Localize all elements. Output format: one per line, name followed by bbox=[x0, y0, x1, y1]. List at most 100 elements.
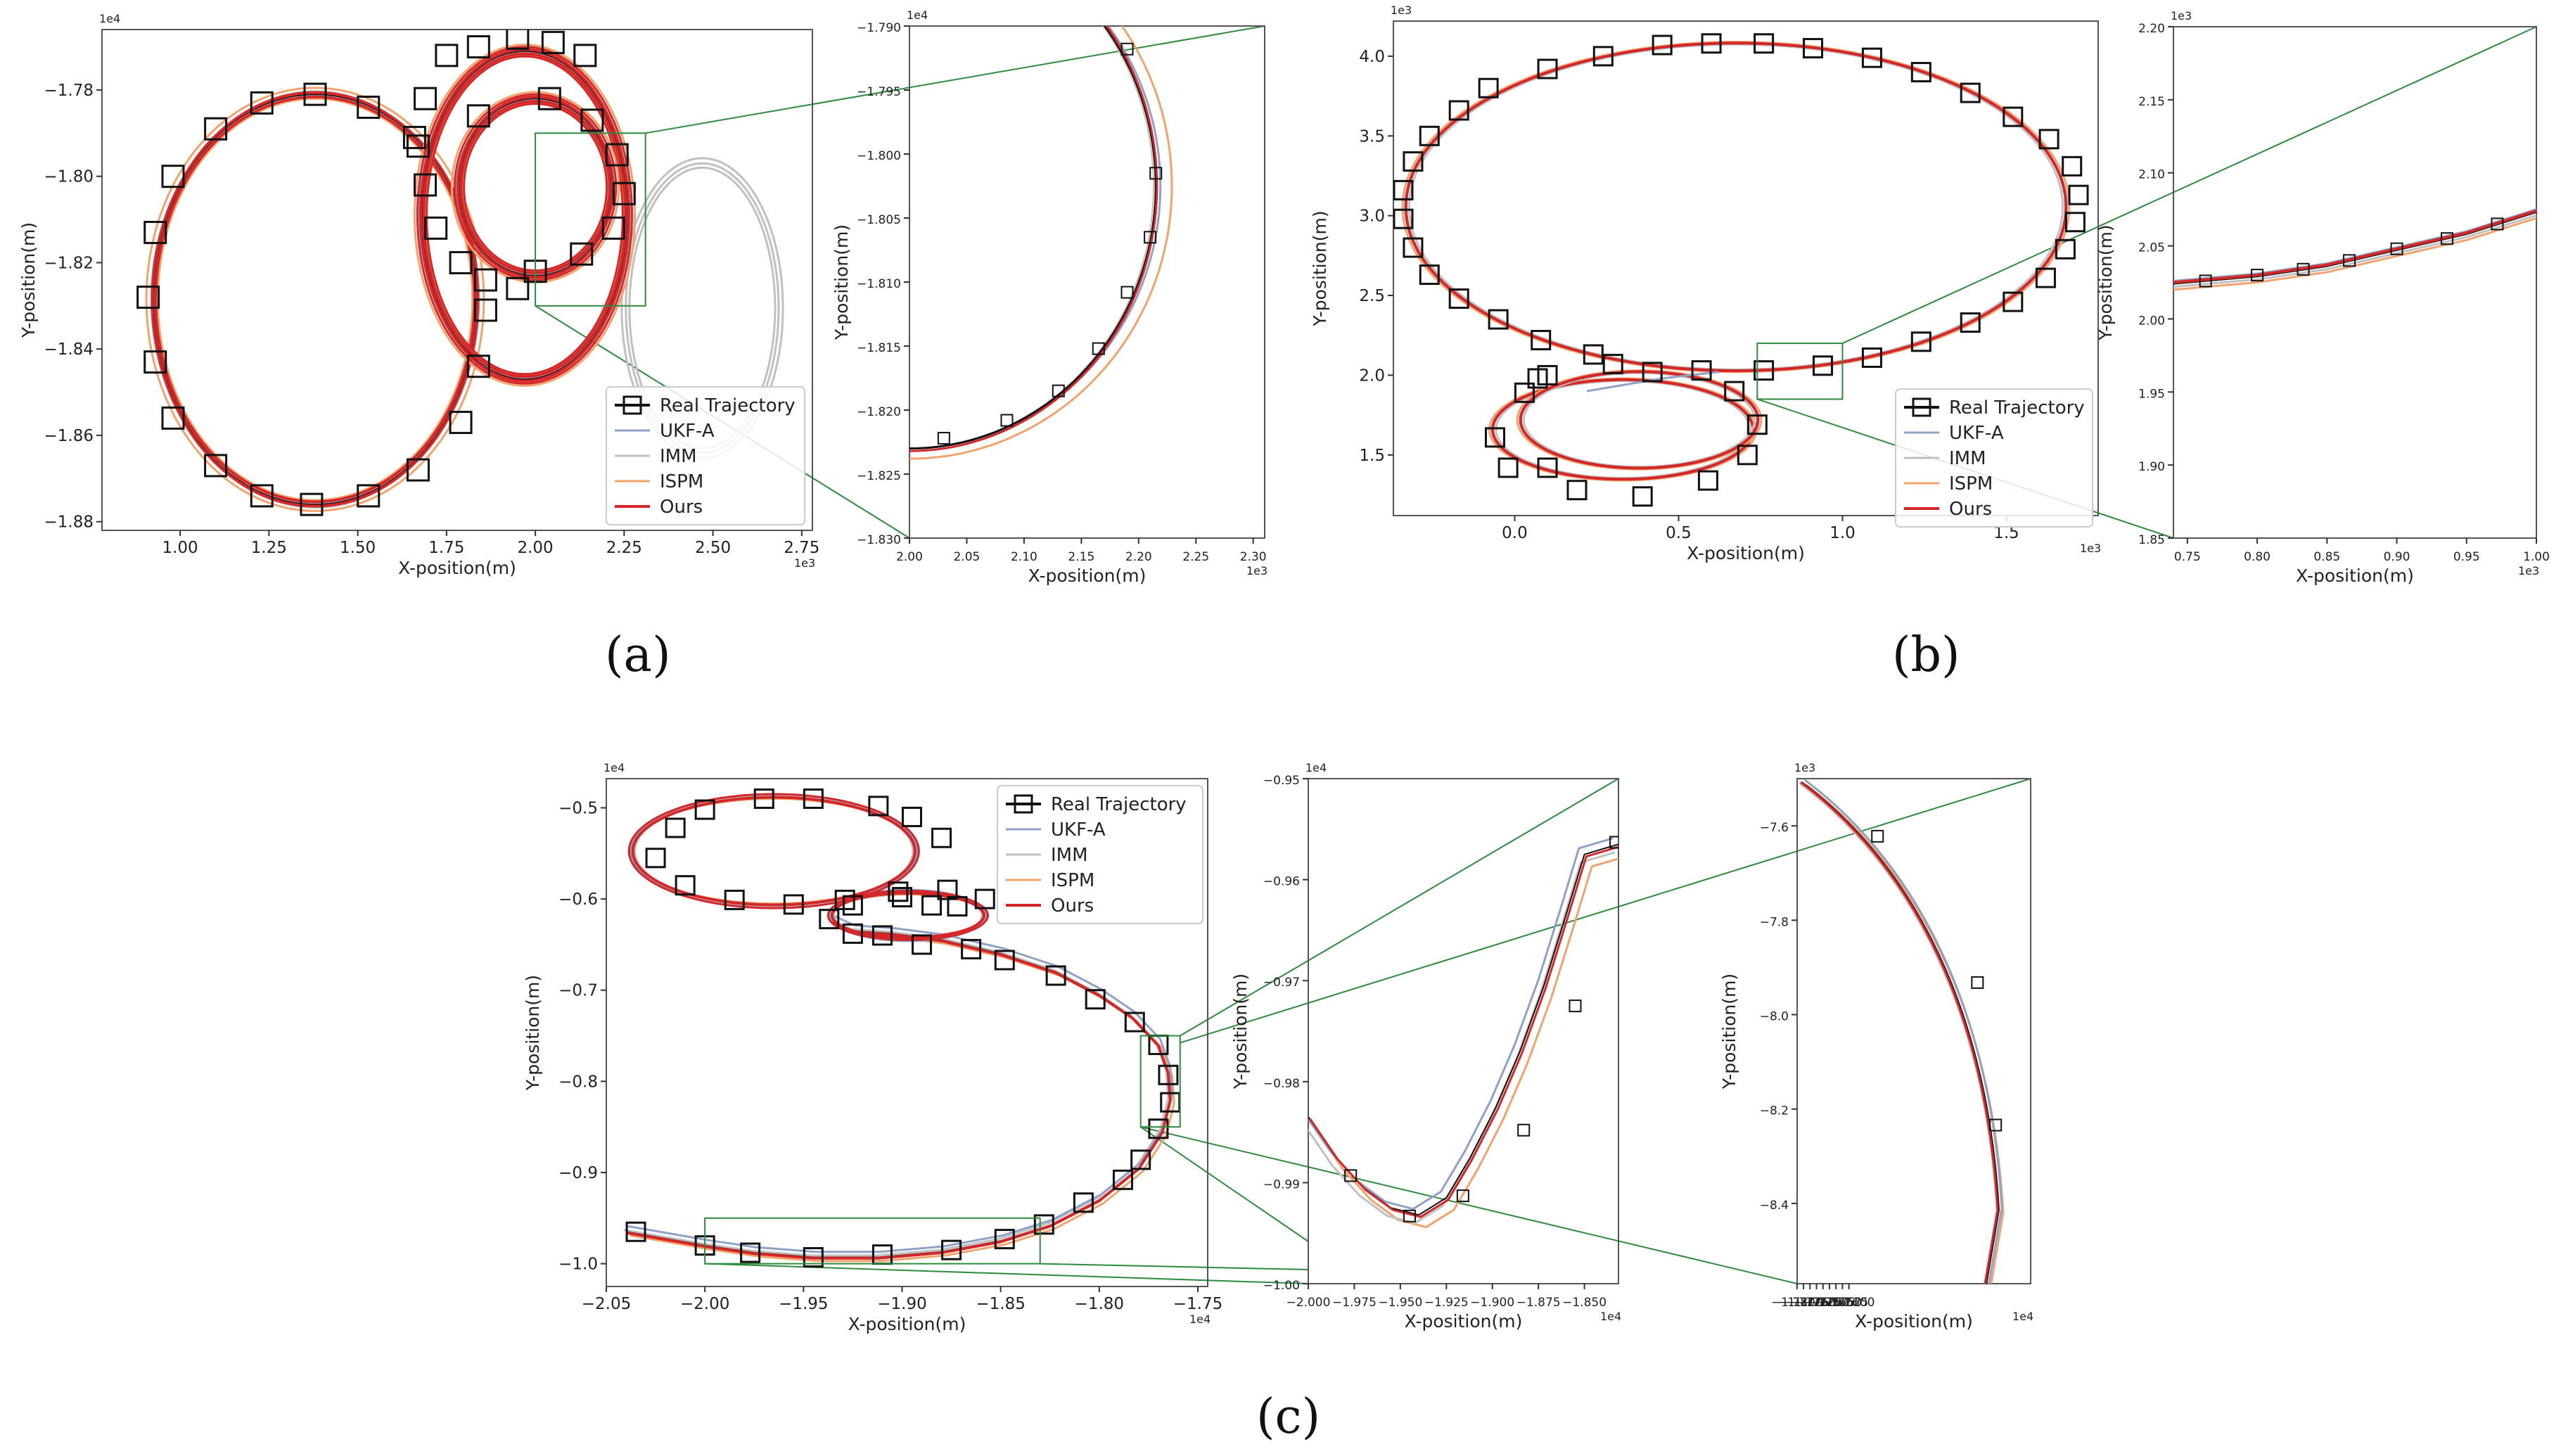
imm-series bbox=[1799, 782, 1998, 1284]
panel-b-zoom: 0.75 0.80 0.85 0.90 0.95 1.00 1.85 1.90 1.95 2.00… bbox=[2095, 9, 2550, 586]
real-trajectory-marker bbox=[902, 806, 923, 827]
real-trajectory-marker bbox=[1537, 457, 1558, 478]
ours-series bbox=[151, 91, 480, 508]
real-trajectory-marker bbox=[2251, 269, 2264, 282]
real-trajectory-marker bbox=[1910, 331, 1931, 352]
real-trajectory-marker bbox=[402, 125, 426, 149]
zoom-connector bbox=[1040, 1263, 1309, 1270]
x-tick-label: 1.00 bbox=[2523, 550, 2550, 564]
real-trajectory-marker bbox=[357, 95, 381, 119]
real-trajectory-marker bbox=[1861, 347, 1882, 368]
x-tick-label: −1.7675 bbox=[1803, 1296, 1856, 1310]
x-axis-label: X-position(m) bbox=[848, 1314, 966, 1334]
real-trajectory-marker bbox=[1754, 33, 1775, 54]
y-tick-label: −0.8 bbox=[558, 1073, 598, 1091]
legend-label-imm: IMM bbox=[1051, 845, 1088, 866]
real-trajectory-marker bbox=[1652, 34, 1673, 56]
real-trajectory-marker bbox=[1419, 264, 1440, 286]
real-trajectory-marker bbox=[1537, 58, 1558, 79]
real-trajectory-marker bbox=[1403, 151, 1424, 172]
real-trajectory-marker bbox=[2035, 267, 2056, 288]
x-tick-label: 0.85 bbox=[2313, 550, 2340, 564]
panel-a-zoom: 2.00 2.05 2.10 2.15 2.20 2.25 2.30 −1.830 −1.825… bbox=[831, 8, 1267, 586]
y-tick-label: −1.88 bbox=[44, 513, 94, 532]
x-tick-label: 2.05 bbox=[954, 550, 981, 564]
ispm-series bbox=[1488, 377, 1758, 482]
y-exponent: 1e3 bbox=[1391, 4, 1412, 17]
plot-frame bbox=[101, 29, 813, 531]
y-tick-label: −1.0 bbox=[558, 1256, 598, 1274]
real-trajectory-marker bbox=[506, 276, 530, 300]
x-exponent: 1e4 bbox=[1600, 1310, 1621, 1323]
x-tick-label: 1.0 bbox=[1829, 524, 1856, 542]
imm-series bbox=[1523, 371, 1756, 468]
real-trajectory-marker bbox=[1754, 360, 1775, 381]
ours-series bbox=[426, 55, 624, 376]
y-tick-label: −1.830 bbox=[857, 533, 901, 547]
real-trajectory-marker bbox=[891, 887, 912, 908]
x-tick-label: −1.875 bbox=[1516, 1296, 1561, 1310]
ours-series bbox=[2173, 209, 2536, 284]
y-axis-label: Y-position(m) bbox=[1230, 973, 1251, 1090]
x-tick-label: −1.85 bbox=[976, 1295, 1025, 1313]
real-trajectory-marker bbox=[753, 788, 774, 810]
ours-series bbox=[1800, 781, 1999, 1284]
x-tick-label: −2.00 bbox=[680, 1295, 729, 1313]
real-trajectory-marker bbox=[2003, 291, 2024, 312]
real-trajectory-marker bbox=[1989, 1118, 2003, 1132]
y-tick-label: 1.5 bbox=[1359, 447, 1385, 465]
y-tick-label: 1.95 bbox=[2138, 387, 2165, 401]
real-trajectory-marker bbox=[1514, 382, 1535, 403]
zoom-connector bbox=[1180, 778, 1619, 1037]
real-trajectory-marker bbox=[414, 87, 438, 110]
legend-label-ours: Ours bbox=[660, 497, 703, 518]
x-tick-label: −1.80 bbox=[1075, 1295, 1124, 1313]
y-tick-label: 1.85 bbox=[2138, 533, 2165, 547]
real-trajectory-marker bbox=[2297, 262, 2310, 276]
x-axis-label: X-position(m) bbox=[1687, 543, 1805, 563]
legend-box bbox=[997, 785, 1203, 924]
y-tick-label: −1.805 bbox=[857, 213, 901, 227]
real-trajectory-marker bbox=[2199, 274, 2212, 288]
legend-label-imm: IMM bbox=[1949, 448, 1986, 469]
legend-marker-real bbox=[622, 395, 642, 415]
x-tick-label: 0.5 bbox=[1666, 524, 1692, 542]
x-tick-label: 1.00 bbox=[162, 539, 198, 557]
ispm-series bbox=[1806, 784, 2005, 1284]
y-tick-label: −1.78 bbox=[44, 82, 94, 100]
real-trajectory-marker bbox=[143, 350, 167, 374]
real-trajectory-marker bbox=[842, 895, 863, 916]
ours-series bbox=[1404, 41, 2068, 373]
real-trajectory-marker bbox=[580, 108, 604, 132]
x-tick-label: 2.15 bbox=[1068, 550, 1094, 564]
y-tick-label: 2.10 bbox=[2138, 168, 2165, 182]
legend-label-real: Real Trajectory bbox=[1949, 397, 2085, 419]
y-tick-label: 2.05 bbox=[2138, 241, 2165, 255]
panel-c-zoom-1: −2.000 −1.975 −1.950 −1.925 −1.900 −1.875 −1.8… bbox=[1230, 761, 1621, 1332]
real-trajectory-marker bbox=[1456, 1189, 1469, 1203]
y-tick-label: −1.00 bbox=[1263, 1279, 1300, 1293]
real-trajectory-marker bbox=[888, 881, 909, 902]
plot-frame bbox=[1308, 778, 1619, 1284]
real-trajectory-marker bbox=[406, 458, 430, 482]
y-tick-label: 1.90 bbox=[2138, 460, 2165, 474]
x-tick-label: 1.50 bbox=[340, 539, 376, 557]
y-axis-label: Y-position(m) bbox=[1719, 973, 1739, 1090]
real-trajectory-marker bbox=[1403, 1209, 1416, 1222]
caption-b: (b) bbox=[1892, 627, 1960, 683]
x-tick-label: 2.20 bbox=[1125, 550, 1152, 564]
y-tick-label: −0.96 bbox=[1263, 875, 1300, 889]
y-axis-label: Y-position(m) bbox=[18, 222, 39, 338]
real-trajectory-marker bbox=[1910, 62, 1931, 83]
zoom-connector bbox=[1140, 1126, 1798, 1284]
x-tick-label: 1.75 bbox=[428, 539, 464, 557]
real-trajectory-marker bbox=[1045, 965, 1066, 986]
legend-label-real: Real Trajectory bbox=[660, 395, 796, 416]
real-trajectory-marker bbox=[871, 925, 893, 946]
real-trajectory-marker bbox=[665, 817, 686, 838]
real-trajectory-marker bbox=[1144, 231, 1157, 244]
y-tick-label: −1.82 bbox=[44, 254, 94, 272]
real-trajectory-marker bbox=[974, 888, 995, 909]
x-tick-label: 0.75 bbox=[2174, 550, 2201, 564]
x-exponent: 1e3 bbox=[794, 556, 815, 570]
